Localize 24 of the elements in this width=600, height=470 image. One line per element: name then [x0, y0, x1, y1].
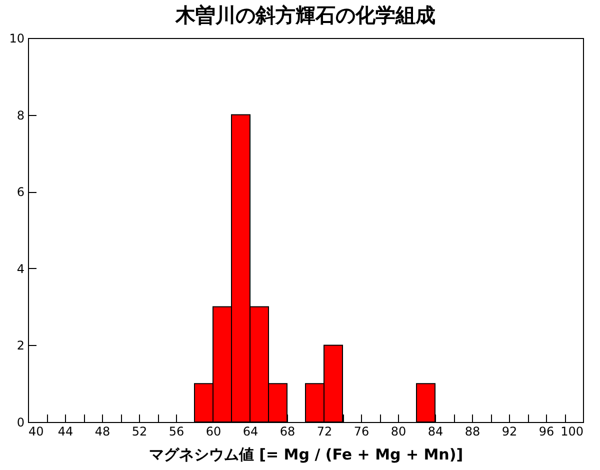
x-tick-label: 76 [354, 424, 370, 438]
x-tick-label: 92 [502, 424, 518, 438]
y-tick-label: 6 [16, 185, 24, 200]
y-tick-label: 2 [16, 338, 24, 353]
x-tick-label: 48 [94, 424, 110, 438]
x-tick-label: 100 [560, 424, 584, 438]
x-tick-label: 96 [538, 424, 554, 438]
x-tick-label: 64 [242, 424, 258, 438]
y-tick-label: 10 [9, 32, 24, 46]
x-tick-label: 68 [280, 424, 296, 438]
x-tick-label: 72 [316, 424, 332, 438]
x-tick-label: 52 [132, 424, 148, 438]
x-tick-label: 40 [28, 424, 44, 438]
y-tick-label: 0 [16, 416, 24, 430]
x-tick-label: 88 [464, 424, 480, 438]
chart-title: 木曽川の斜方輝石の化学組成 [174, 3, 436, 27]
x-tick-label: 60 [206, 424, 222, 438]
y-tick-label: 8 [16, 108, 24, 122]
y-tick-label: 4 [16, 262, 24, 276]
x-tick-label: 80 [390, 424, 406, 438]
x-axis-title: マグネシウム値 [= Mg / (Fe + Mg + Mn)] [148, 446, 464, 464]
x-tick-label: 56 [168, 424, 184, 438]
x-tick-label: 84 [428, 424, 444, 438]
x-tick-label: 44 [58, 424, 74, 438]
